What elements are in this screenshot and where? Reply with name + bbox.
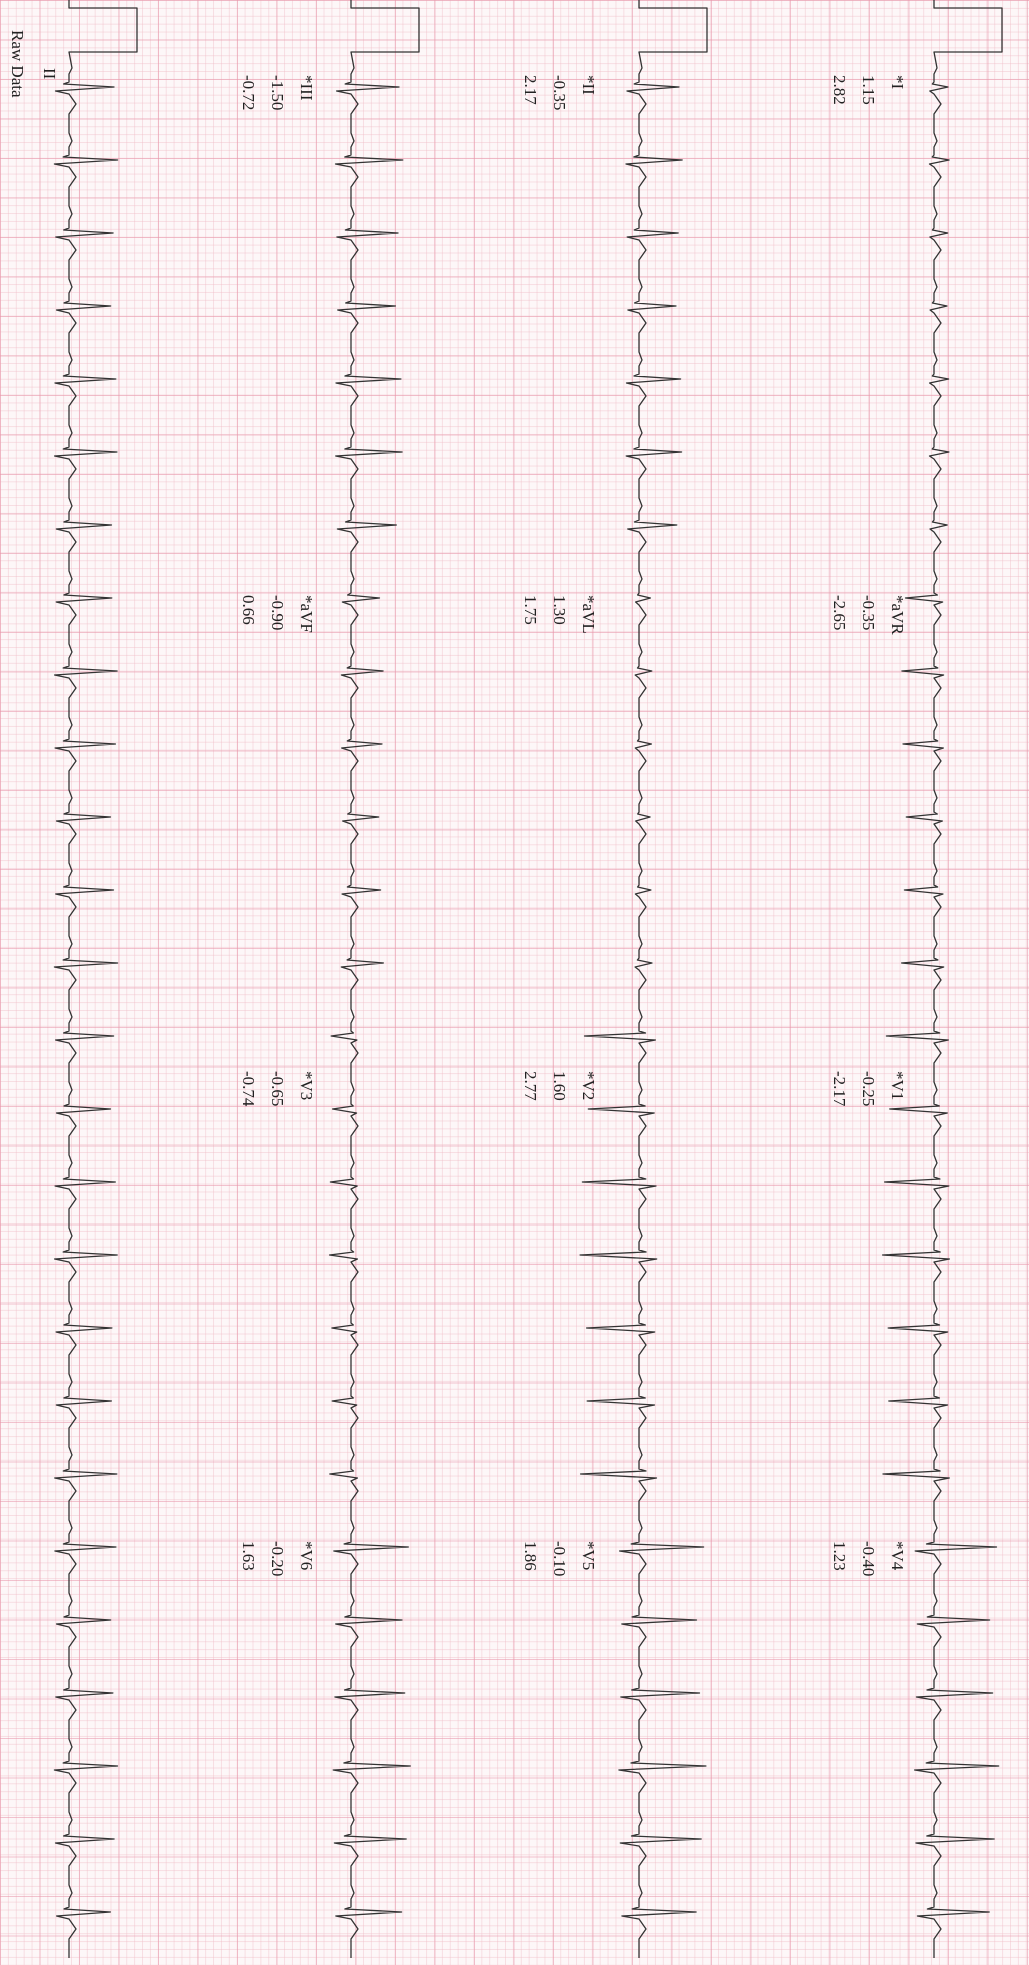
- lead-value: 0.66: [239, 595, 258, 625]
- lead-name: *II: [579, 75, 598, 95]
- lead-name: *V6: [297, 1541, 316, 1570]
- lead-value: -0.10: [550, 1541, 569, 1576]
- lead-value: 1.15: [859, 75, 878, 105]
- lead-name: *III: [297, 75, 316, 101]
- ecg-trace: [53, 0, 138, 1958]
- lead-value: -2.17: [830, 1071, 849, 1107]
- lead-name: *aVL: [579, 595, 598, 634]
- lead-value: 1.86: [521, 1541, 540, 1571]
- lead-value: 1.60: [550, 1071, 569, 1101]
- ecg-trace: [579, 0, 708, 1958]
- lead-value: -2.65: [830, 595, 849, 630]
- lead-value: -1.50: [268, 75, 287, 110]
- lead-name: *V5: [579, 1541, 598, 1570]
- lead-value: 2.77: [521, 1071, 540, 1101]
- rhythm-label: Raw Data: [8, 30, 27, 98]
- lead-value: -0.90: [268, 595, 287, 630]
- lead-name: *V3: [297, 1071, 316, 1100]
- lead-value: 1.23: [830, 1541, 849, 1571]
- ecg-trace: [328, 0, 420, 1958]
- lead-value: -0.35: [550, 75, 569, 110]
- lead-value: -0.65: [268, 1071, 287, 1106]
- lead-value: -0.40: [859, 1541, 878, 1576]
- lead-value: 1.75: [521, 595, 540, 625]
- lead-value: 2.82: [830, 75, 849, 105]
- lead-value: 1.30: [550, 595, 569, 625]
- lead-value: -0.20: [268, 1541, 287, 1576]
- lead-name: *V2: [579, 1071, 598, 1100]
- ecg-trace: [881, 0, 1003, 1958]
- lead-name: *V1: [888, 1071, 907, 1100]
- lead-name: *aVF: [297, 595, 316, 633]
- lead-value: -0.35: [859, 595, 878, 630]
- lead-name: *V4: [888, 1541, 907, 1571]
- lead-value: -0.25: [859, 1071, 878, 1106]
- lead-name: *aVR: [888, 595, 907, 635]
- lead-value: -0.74: [239, 1071, 258, 1107]
- rhythm-lead: II: [40, 68, 59, 80]
- lead-value: 1.63: [239, 1541, 258, 1571]
- lead-value: 2.17: [521, 75, 540, 105]
- lead-value: -0.72: [239, 75, 258, 110]
- lead-name: *I: [888, 75, 907, 90]
